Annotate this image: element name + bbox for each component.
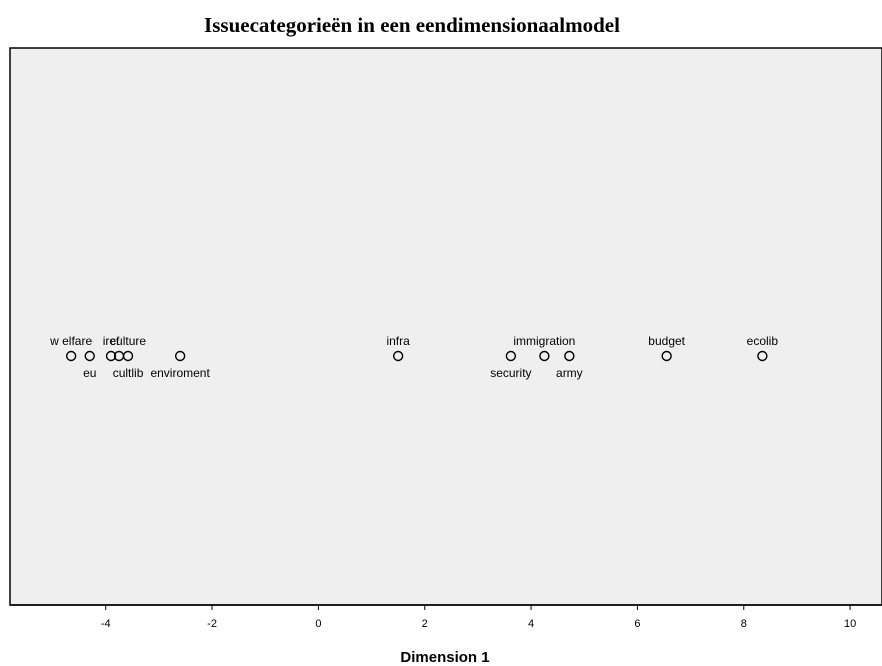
data-point — [539, 350, 550, 362]
data-point — [661, 350, 672, 362]
point-label: security — [490, 366, 531, 380]
point-label: culture — [110, 334, 146, 348]
x-tick-label: -4 — [101, 618, 111, 630]
x-axis-ticks: -4 -2 0 2 4 6 8 10 — [101, 605, 856, 630]
point-label: eu — [83, 366, 96, 380]
point-label: army — [556, 366, 583, 380]
data-point — [564, 350, 575, 362]
chart-title: Issuecategorieën in een eendimensionaalm… — [204, 13, 620, 37]
data-point — [505, 350, 517, 362]
point-label: cultlib — [113, 366, 144, 380]
x-tick-label: 4 — [528, 618, 534, 630]
data-point — [65, 350, 77, 362]
x-axis-label: Dimension 1 — [400, 649, 489, 666]
data-point — [174, 350, 186, 362]
x-tick-label: 0 — [315, 618, 321, 630]
point-label: enviroment — [150, 366, 210, 380]
point-label: ecolib — [747, 334, 779, 348]
point-label: w elfare — [49, 334, 92, 348]
data-point — [392, 350, 404, 362]
x-tick-label: 2 — [422, 618, 428, 630]
data-point — [105, 350, 117, 362]
plot-area — [9, 47, 882, 606]
data-point — [84, 350, 95, 362]
x-tick-label: 10 — [844, 618, 856, 630]
point-label: iref — [103, 334, 120, 348]
data-point — [122, 350, 134, 362]
point-label: infra — [386, 334, 410, 348]
point-label: immigration — [513, 334, 575, 348]
point-label: budget — [648, 334, 685, 348]
x-tick-label: -2 — [207, 618, 217, 630]
x-tick-label: 6 — [634, 618, 640, 630]
data-point — [757, 350, 768, 362]
x-tick-label: 8 — [741, 618, 747, 630]
